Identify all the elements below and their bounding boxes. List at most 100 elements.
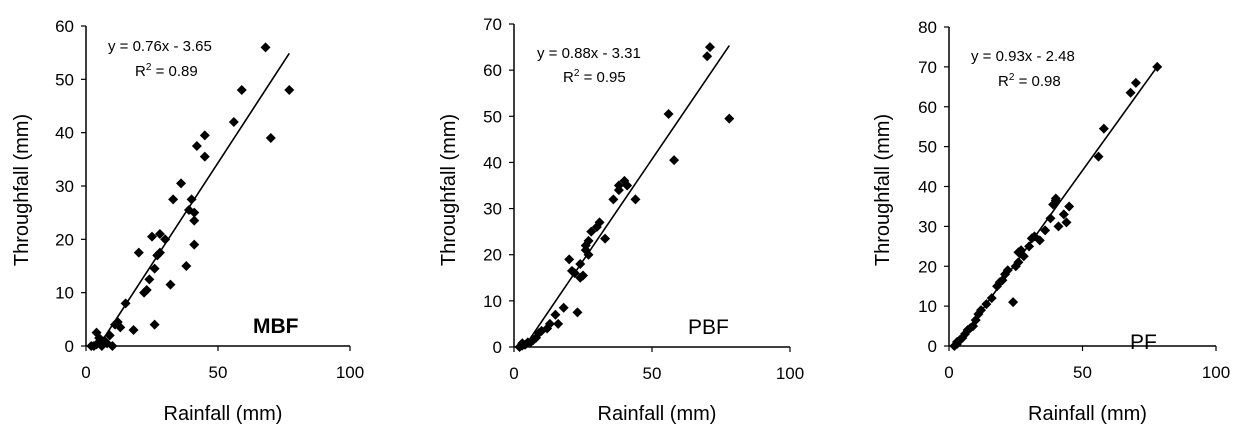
data-point bbox=[165, 279, 176, 290]
y-tick-label: 40 bbox=[55, 124, 74, 143]
data-point bbox=[583, 235, 594, 246]
r-squared-exponent: 2 bbox=[146, 62, 152, 73]
regression-equation: y = 0.93x - 2.48 bbox=[971, 48, 1075, 65]
y-tick-label: 20 bbox=[55, 230, 74, 249]
data-point bbox=[133, 247, 144, 258]
data-point bbox=[186, 194, 197, 205]
r-squared-symbol: R bbox=[135, 63, 146, 80]
r-squared-label: R2 = 0.95 bbox=[563, 68, 626, 86]
panel-label: PF bbox=[1130, 331, 1157, 354]
r-squared-exponent: 2 bbox=[1009, 72, 1015, 83]
x-axis-label: Rainfall (mm) bbox=[1028, 403, 1147, 425]
data-point bbox=[199, 151, 210, 162]
data-point bbox=[1040, 225, 1051, 236]
data-point bbox=[558, 302, 569, 313]
data-point bbox=[115, 322, 126, 333]
data-point bbox=[1064, 201, 1075, 212]
data-point bbox=[1152, 61, 1163, 72]
data-point bbox=[154, 229, 165, 239]
data-point bbox=[189, 207, 200, 218]
x-axis-label: Rainfall (mm) bbox=[598, 403, 717, 425]
data-point bbox=[613, 180, 624, 191]
data-point bbox=[564, 254, 575, 265]
data-point bbox=[663, 108, 674, 119]
x-tick-label: 100 bbox=[1202, 363, 1230, 382]
data-point bbox=[128, 325, 139, 335]
data-point bbox=[228, 117, 239, 127]
data-point bbox=[986, 293, 997, 304]
data-point bbox=[149, 263, 160, 274]
r-squared-symbol: R bbox=[563, 69, 574, 86]
data-point bbox=[976, 305, 987, 316]
data-point bbox=[1061, 217, 1072, 228]
r-squared-value: = 0.98 bbox=[1014, 73, 1060, 90]
r-squared-symbol: R bbox=[998, 73, 1009, 90]
y-tick-label: 30 bbox=[483, 200, 502, 219]
r-squared-label: R2 = 0.98 bbox=[998, 72, 1061, 90]
data-point bbox=[154, 247, 165, 258]
data-point bbox=[149, 319, 160, 330]
r-squared-exponent: 2 bbox=[574, 68, 580, 79]
data-point bbox=[1050, 195, 1061, 206]
x-tick-label: 0 bbox=[509, 364, 518, 383]
data-point bbox=[622, 180, 633, 191]
x-tick-label: 0 bbox=[944, 363, 953, 382]
data-point bbox=[147, 231, 157, 242]
data-point bbox=[120, 298, 131, 309]
data-point bbox=[1045, 213, 1056, 224]
data-point bbox=[236, 85, 247, 95]
x-tick-label: 0 bbox=[81, 363, 90, 382]
data-point bbox=[160, 234, 171, 245]
y-tick-label: 60 bbox=[55, 17, 74, 36]
panel-label: MBF bbox=[253, 315, 299, 338]
data-point bbox=[669, 155, 680, 166]
data-point bbox=[199, 130, 210, 141]
data-point bbox=[630, 194, 641, 205]
data-point bbox=[1002, 265, 1013, 276]
data-point bbox=[575, 258, 586, 269]
y-tick-label: 50 bbox=[918, 138, 937, 157]
y-axis-label: Throughfall (mm) bbox=[438, 114, 460, 266]
y-tick-label: 60 bbox=[918, 98, 937, 117]
data-point bbox=[1058, 209, 1069, 220]
data-point bbox=[1098, 123, 1109, 134]
y-tick-label: 20 bbox=[483, 246, 502, 265]
data-point bbox=[704, 42, 715, 53]
data-point bbox=[724, 113, 735, 124]
data-point bbox=[189, 239, 200, 250]
y-tick-label: 0 bbox=[928, 337, 937, 356]
y-tick-label: 0 bbox=[493, 338, 502, 357]
data-point bbox=[144, 274, 155, 285]
data-point bbox=[141, 285, 152, 295]
data-point bbox=[1053, 221, 1064, 232]
data-point bbox=[284, 85, 295, 95]
data-point bbox=[191, 141, 202, 151]
y-tick-label: 20 bbox=[918, 257, 937, 276]
data-point bbox=[1093, 151, 1104, 162]
y-axis-label: Throughfall (mm) bbox=[872, 114, 894, 266]
regression-line bbox=[523, 45, 730, 348]
data-point bbox=[600, 233, 611, 244]
data-point bbox=[1018, 251, 1029, 262]
chart-panel-mbf: 0 10 20 30 40 50 60 0 50 100 Rainfall (mm) Throughf… bbox=[11, 17, 364, 425]
data-point bbox=[608, 194, 619, 205]
r-squared-value: = 0.89 bbox=[151, 63, 197, 80]
y-tick-label: 40 bbox=[918, 178, 937, 197]
data-point bbox=[702, 51, 713, 62]
data-point bbox=[572, 307, 583, 318]
y-tick-label: 30 bbox=[918, 217, 937, 236]
data-point bbox=[189, 215, 200, 226]
data-point bbox=[1013, 257, 1024, 268]
data-point bbox=[1008, 297, 1019, 308]
x-tick-label: 50 bbox=[1073, 363, 1092, 382]
data-point bbox=[594, 217, 605, 228]
data-point bbox=[107, 341, 118, 351]
panel-label: PBF bbox=[688, 316, 729, 339]
y-tick-label: 60 bbox=[483, 61, 502, 80]
x-tick-label: 100 bbox=[776, 364, 804, 383]
data-point bbox=[1130, 77, 1141, 88]
r-squared-value: = 0.95 bbox=[579, 69, 625, 86]
x-tick-label: 50 bbox=[643, 364, 662, 383]
data-point bbox=[578, 270, 588, 281]
data-point bbox=[1125, 87, 1136, 98]
